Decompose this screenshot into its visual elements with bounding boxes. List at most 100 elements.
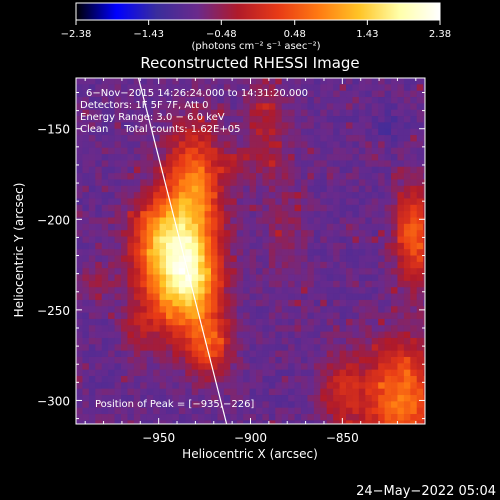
heatmap-cell xyxy=(172,414,180,421)
heatmap-cell xyxy=(88,204,96,212)
heatmap-cell xyxy=(346,90,353,98)
heatmap-cell xyxy=(256,116,263,123)
heatmap-cell xyxy=(185,395,193,402)
heatmap-cell xyxy=(365,274,373,282)
heatmap-cell xyxy=(281,312,289,320)
heatmap-cell xyxy=(88,230,96,237)
heatmap-cell xyxy=(146,185,154,193)
heatmap-cell xyxy=(140,382,148,390)
heatmap-cell xyxy=(339,318,347,326)
heatmap-cell xyxy=(307,109,315,117)
heatmap-cell xyxy=(108,375,115,383)
heatmap-cell xyxy=(249,287,257,294)
heatmap-cell xyxy=(307,369,315,377)
heatmap-cell xyxy=(236,204,244,212)
heatmap-cell xyxy=(333,414,340,421)
heatmap-cell xyxy=(133,401,141,409)
heatmap-cell xyxy=(146,268,154,275)
heatmap-cell xyxy=(281,198,289,206)
heatmap-cell xyxy=(172,369,180,377)
heatmap-cell xyxy=(217,166,225,174)
heatmap-cell xyxy=(313,154,321,161)
heatmap-cell xyxy=(82,147,90,155)
heatmap-cell xyxy=(307,325,315,333)
heatmap-cell xyxy=(185,363,193,371)
heatmap-cell xyxy=(140,242,148,250)
heatmap-cell xyxy=(352,179,360,187)
heatmap-cell xyxy=(313,299,321,307)
heatmap-cell xyxy=(172,344,180,352)
heatmap-cell xyxy=(82,192,90,199)
heatmap-cell xyxy=(384,306,392,313)
heatmap-cell xyxy=(108,166,115,174)
heatmap-cell xyxy=(211,318,218,326)
heatmap-cell xyxy=(178,217,186,225)
heatmap-cell xyxy=(339,325,347,333)
heatmap-cell xyxy=(333,318,340,326)
heatmap-cell xyxy=(288,350,295,358)
heatmap-cell xyxy=(230,318,238,326)
heatmap-cell xyxy=(378,236,385,244)
heatmap-cell xyxy=(288,318,295,326)
heatmap-cell xyxy=(391,299,398,307)
heatmap-cell xyxy=(320,274,328,282)
heatmap-cell xyxy=(288,122,295,130)
heatmap-cell xyxy=(313,249,321,256)
heatmap-cell xyxy=(378,109,385,117)
heatmap-cell xyxy=(172,78,180,85)
heatmap-cell xyxy=(268,185,276,193)
heatmap-cell xyxy=(352,414,360,421)
heatmap-cell xyxy=(262,268,270,275)
heatmap-cell xyxy=(127,78,135,85)
heatmap-cell xyxy=(217,128,225,136)
heatmap-cell xyxy=(223,401,231,409)
heatmap-cell xyxy=(140,128,148,136)
heatmap-cell xyxy=(114,211,122,218)
heatmap-cell xyxy=(76,382,83,390)
heatmap-cell xyxy=(133,407,141,415)
heatmap-cell xyxy=(236,395,244,402)
heatmap-cell xyxy=(275,287,283,294)
heatmap-cell xyxy=(191,331,199,339)
heatmap-cell xyxy=(371,97,379,104)
heatmap-cell xyxy=(159,280,167,288)
peak-position-label: Position of Peak = [−935,−226] xyxy=(95,399,254,410)
heatmap-cell xyxy=(223,306,231,313)
heatmap-cell xyxy=(159,147,167,155)
heatmap-cell xyxy=(262,173,270,180)
heatmap-cell xyxy=(249,90,257,98)
heatmap-cell xyxy=(352,217,360,225)
heatmap-cell xyxy=(275,249,283,256)
heatmap-cell xyxy=(101,173,109,180)
heatmap-cell xyxy=(191,236,199,244)
heatmap-cell xyxy=(262,407,270,415)
heatmap-cell xyxy=(333,287,340,294)
heatmap-cell xyxy=(365,268,373,275)
heatmap-cell xyxy=(333,331,340,339)
heatmap-cell xyxy=(121,388,128,396)
heatmap-cell xyxy=(146,337,154,345)
heatmap-cell xyxy=(121,407,128,415)
heatmap-cell xyxy=(114,223,122,231)
heatmap-cell xyxy=(95,78,103,85)
heatmap-cell xyxy=(76,204,83,212)
heatmap-cell xyxy=(159,90,167,98)
heatmap-cell xyxy=(326,204,334,212)
heatmap-cell xyxy=(88,173,96,180)
heatmap-cell xyxy=(352,395,360,402)
heatmap-cell xyxy=(346,306,353,313)
heatmap-cell xyxy=(211,268,218,275)
heatmap-cell xyxy=(346,242,353,250)
heatmap-cell xyxy=(191,395,199,402)
heatmap-cell xyxy=(140,420,148,424)
heatmap-cell xyxy=(416,395,424,402)
heatmap-cell xyxy=(88,268,96,275)
heatmap-cell xyxy=(243,369,250,377)
heatmap-cell xyxy=(101,128,109,136)
heatmap-cell xyxy=(307,192,315,199)
heatmap-cell xyxy=(391,135,398,142)
heatmap-cell xyxy=(95,261,103,269)
heatmap-cell xyxy=(223,204,231,212)
heatmap-cell xyxy=(185,312,193,320)
heatmap-cell xyxy=(275,280,283,288)
